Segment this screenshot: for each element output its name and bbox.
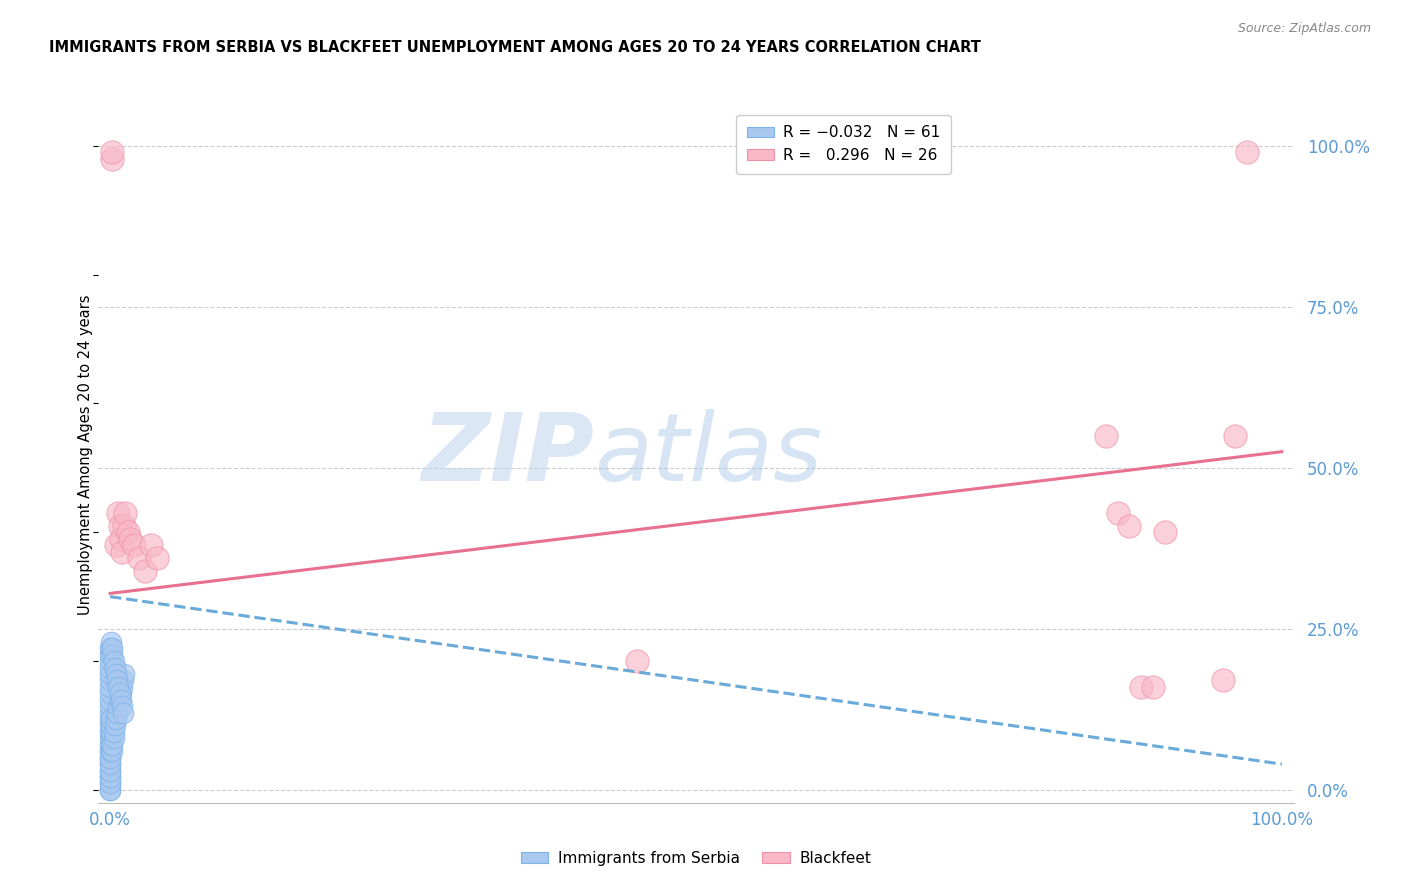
Point [100, 725, 122, 739]
Point [110, 532, 132, 546]
Point [1118, 518, 1140, 533]
Point [141, 538, 163, 552]
Point [112, 673, 135, 688]
Point [1236, 145, 1258, 160]
Point [98, 783, 121, 797]
Point [98, 757, 121, 772]
Text: atlas: atlas [595, 409, 823, 500]
Point [146, 551, 169, 566]
Point [98, 776, 121, 790]
Point [98, 686, 121, 700]
Point [98, 738, 121, 752]
Point [128, 551, 150, 566]
Point [98, 731, 121, 746]
Point [110, 692, 132, 706]
Point [105, 538, 128, 552]
Point [98, 770, 121, 784]
Point [112, 518, 135, 533]
Point [101, 738, 124, 752]
Point [105, 667, 128, 681]
Point [120, 532, 141, 546]
Point [98, 712, 121, 726]
Point [111, 544, 134, 558]
Point [105, 712, 128, 726]
Point [105, 673, 128, 688]
Point [101, 744, 124, 758]
Point [100, 712, 122, 726]
Point [98, 660, 121, 674]
Point [98, 750, 121, 764]
Point [101, 641, 124, 656]
Point [104, 660, 127, 674]
Point [107, 680, 129, 694]
Point [98, 783, 121, 797]
Point [110, 686, 132, 700]
Point [134, 564, 156, 578]
Point [1095, 428, 1118, 442]
Point [98, 757, 121, 772]
Point [1130, 680, 1153, 694]
Point [98, 770, 121, 784]
Point [1212, 673, 1234, 688]
Point [1107, 506, 1129, 520]
Point [98, 680, 121, 694]
Point [112, 667, 135, 681]
Point [105, 706, 128, 720]
Point [101, 648, 124, 662]
Y-axis label: Unemployment Among Ages 20 to 24 years: Unemployment Among Ages 20 to 24 years [77, 294, 93, 615]
Point [98, 667, 121, 681]
Point [98, 744, 121, 758]
Text: Source: ZipAtlas.com: Source: ZipAtlas.com [1237, 22, 1371, 36]
Point [98, 764, 121, 778]
Point [98, 654, 121, 668]
Text: ZIP: ZIP [422, 409, 595, 501]
Point [107, 506, 129, 520]
Text: IMMIGRANTS FROM SERBIA VS BLACKFEET UNEMPLOYMENT AMONG AGES 20 TO 24 YEARS CORRE: IMMIGRANTS FROM SERBIA VS BLACKFEET UNEM… [49, 40, 981, 55]
Point [1153, 525, 1175, 540]
Point [112, 706, 135, 720]
Point [98, 699, 121, 714]
Point [1142, 680, 1164, 694]
Point [117, 525, 139, 540]
Point [98, 718, 121, 732]
Point [103, 731, 125, 746]
Point [98, 776, 121, 790]
Point [100, 641, 122, 656]
Point [98, 648, 121, 662]
Point [108, 692, 131, 706]
Point [100, 718, 122, 732]
Point [108, 686, 131, 700]
Point [626, 654, 648, 668]
Point [101, 145, 124, 160]
Point [103, 654, 125, 668]
Point [98, 744, 121, 758]
Point [100, 731, 122, 746]
Point [111, 680, 134, 694]
Point [107, 699, 129, 714]
Point [98, 692, 121, 706]
Point [122, 538, 145, 552]
Point [98, 706, 121, 720]
Point [114, 506, 136, 520]
Point [108, 518, 131, 533]
Point [104, 718, 127, 732]
Point [100, 738, 122, 752]
Point [111, 699, 134, 714]
Point [101, 152, 124, 166]
Point [98, 673, 121, 688]
Point [1223, 428, 1246, 442]
Legend: Immigrants from Serbia, Blackfeet: Immigrants from Serbia, Blackfeet [515, 845, 877, 871]
Point [100, 634, 122, 648]
Point [98, 750, 121, 764]
Point [103, 725, 125, 739]
Point [98, 641, 121, 656]
Point [98, 764, 121, 778]
Point [98, 725, 121, 739]
